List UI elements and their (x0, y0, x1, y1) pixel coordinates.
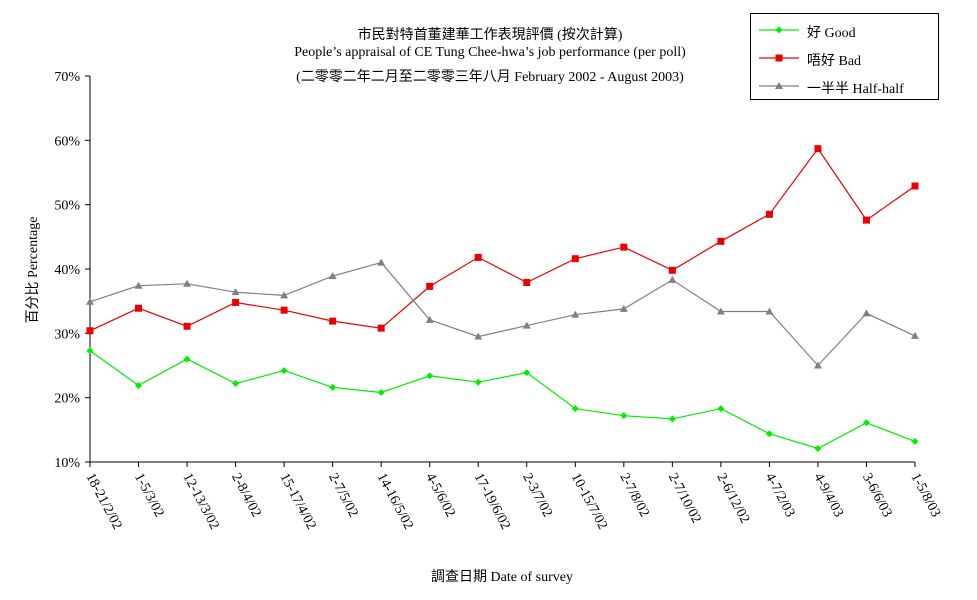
data-point-bad (814, 145, 822, 153)
data-point-bad (620, 243, 628, 251)
legend-swatch-bad (759, 54, 799, 62)
legend-label-good: 好 Good (807, 26, 856, 41)
data-point-good (911, 437, 919, 445)
data-point-good (523, 369, 531, 377)
x-tick-label: 1-5/8/03 (907, 471, 943, 520)
data-point-bad (474, 253, 482, 261)
x-tick-label: 2-7/10/02 (665, 471, 704, 526)
data-point-bad (862, 216, 870, 224)
data-point-good (426, 372, 434, 380)
data-point-half-half (522, 321, 531, 329)
data-point-bad (911, 182, 919, 190)
data-point-good (232, 380, 240, 388)
legend-swatch-good (759, 26, 799, 34)
data-point-good (474, 378, 482, 386)
data-point-good (765, 430, 773, 438)
data-point-half-half (619, 304, 628, 312)
data-point-half-half (328, 272, 337, 280)
chart-title: 市民對特首董建華工作表現評價 (按次計算) (357, 28, 623, 43)
y-tick-label: 60% (54, 134, 80, 149)
data-point-half-half (813, 361, 822, 369)
x-tick-label: 2-7/5/02 (325, 471, 361, 520)
x-tick-label: 17-19/6/02 (471, 471, 513, 532)
data-point-bad (765, 210, 773, 218)
data-point-half-half (668, 275, 677, 283)
series-line-good (89, 350, 916, 450)
x-tick-label: 4-7/2/03 (762, 471, 798, 520)
data-point-bad (523, 279, 531, 287)
x-tick-label: 2-6/12/02 (713, 471, 752, 526)
data-point-half-half (280, 291, 289, 299)
data-point-bad (135, 304, 143, 312)
data-point-good (814, 444, 822, 452)
y-tick-label: 40% (54, 263, 80, 278)
x-tick-label: 4-5/6/02 (422, 471, 458, 520)
x-tick-label: 1-5/3/02 (131, 471, 167, 520)
data-point-half-half (571, 310, 580, 318)
data-point-good (668, 415, 676, 423)
legend-swatch-half-half (759, 82, 799, 89)
data-point-good (377, 389, 385, 397)
data-point-bad (232, 298, 240, 306)
data-point-good (86, 347, 94, 355)
data-point-good (620, 412, 628, 420)
data-point-half-half (377, 258, 386, 266)
chart-subtitle-date-range: (二零零二年二月至二零零三年八月 February 2002 - August … (296, 70, 684, 85)
x-tick-label: 2-7/8/02 (616, 471, 652, 520)
x-tick-label: 15-17/4/02 (277, 471, 319, 532)
legend-label-bad: 唔好 Bad (807, 54, 862, 69)
legend-label-half-half: 一半半 Half-half (807, 82, 904, 97)
data-point-half-half (474, 332, 483, 340)
data-point-half-half (911, 331, 919, 339)
data-point-bad (183, 322, 191, 330)
data-point-half-half (765, 307, 774, 315)
data-point-half-half (425, 315, 434, 323)
legend-item-bad: 唔好 Bad (751, 46, 940, 70)
y-tick-label: 30% (54, 327, 80, 342)
chart-subtitle: People’s appraisal of CE Tung Chee-hwa’s… (294, 45, 686, 60)
series-line-bad (89, 147, 916, 332)
data-point-good (717, 405, 725, 413)
series-line-half-half (89, 261, 916, 367)
x-tick-label: 10-15/7/02 (568, 471, 610, 532)
data-point-good (135, 381, 143, 389)
y-tick-label: 20% (54, 392, 80, 407)
data-point-good (571, 405, 579, 413)
data-point-bad (426, 282, 434, 290)
data-point-good (862, 419, 870, 427)
legend-item-half-half: 一半半 Half-half (751, 74, 940, 98)
x-tick-label: 2-3/7/02 (519, 471, 555, 520)
x-tick-label: 18-21/2/02 (82, 471, 124, 532)
data-point-bad (86, 327, 94, 335)
data-point-half-half (183, 279, 192, 287)
data-point-good (183, 355, 191, 363)
data-point-bad (571, 255, 579, 263)
y-tick-label: 10% (54, 456, 80, 471)
data-point-bad (329, 317, 337, 325)
data-point-bad (668, 266, 676, 274)
data-point-good (329, 383, 337, 391)
data-point-bad (377, 324, 385, 332)
data-point-half-half (86, 297, 94, 305)
data-point-half-half (134, 281, 143, 289)
x-tick-label: 2-8/4/02 (228, 471, 264, 520)
x-tick-label: 4-9/4/03 (810, 471, 846, 520)
data-point-bad (280, 306, 288, 314)
data-point-half-half (716, 307, 725, 315)
y-tick-label: 50% (54, 199, 80, 214)
data-point-half-half (231, 288, 240, 296)
x-tick-label: 12-13/3/02 (180, 471, 222, 532)
y-tick-label: 70% (54, 70, 80, 85)
data-point-bad (717, 237, 725, 245)
x-tick-label: 3-6/6/03 (859, 471, 895, 520)
data-point-half-half (862, 309, 871, 317)
x-tick-label: 14-16/5/02 (374, 471, 416, 532)
legend: 好 Good 唔好 Bad 一半半 Half-half (750, 13, 939, 100)
y-axis-label: 百分比 Percentage (26, 216, 41, 324)
data-point-good (280, 367, 288, 375)
legend-item-good: 好 Good (751, 18, 940, 42)
x-axis-label: 調查日期 Date of survey (431, 570, 573, 585)
